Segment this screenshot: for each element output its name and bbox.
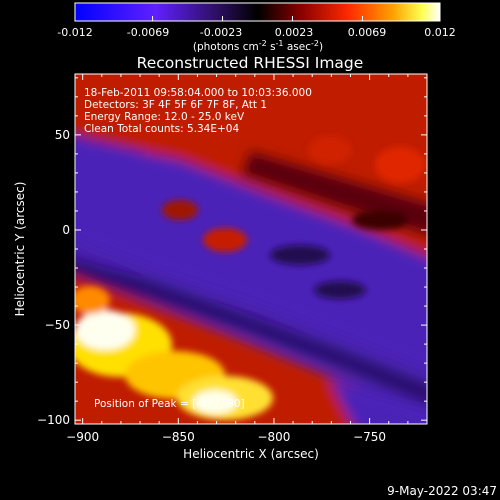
heatmap-bright-core <box>193 390 237 414</box>
info-line-energy: Energy Range: 12.0 - 25.0 keV <box>84 111 245 123</box>
chart-title: Reconstructed RHESSI Image <box>137 54 364 72</box>
info-block: 18-Feb-2011 09:58:04.000 to 10:03:36.000… <box>84 87 312 135</box>
colorbar-tick-label: -0.0023 <box>200 26 242 39</box>
info-line-counts: Clean Total counts: 5.34E+04 <box>84 123 239 135</box>
info-line-time: 18-Feb-2011 09:58:04.000 to 10:03:36.000 <box>84 87 312 99</box>
heatmap-violet-band-middle <box>75 138 427 370</box>
colorbar-ticks <box>74 16 441 21</box>
x-tick-label: −850 <box>162 430 195 444</box>
heatmap-image <box>75 74 427 424</box>
y-tick-label: 0 <box>62 223 70 237</box>
colorbar-tick-label: 0.0069 <box>348 26 387 39</box>
heatmap-red-blob <box>162 200 198 220</box>
colorbar-tick-label: -0.012 <box>57 26 92 39</box>
x-tick-label: −900 <box>66 430 99 444</box>
colorbar-gradient <box>74 2 441 22</box>
colorbar-tick-label: 0.0023 <box>275 26 314 39</box>
heatmap-dark-blob <box>314 281 366 299</box>
heatmap-bright-core <box>75 310 135 350</box>
colorbar-unit-label: (photons cm-2 s-1 asec-2) <box>193 39 323 53</box>
heatmap-red-blob <box>375 147 425 183</box>
x-axis-title: Heliocentric X (arcsec) <box>183 447 319 461</box>
y-axis: −100 −50 0 50 <box>37 77 427 427</box>
x-tick-label: −800 <box>257 430 290 444</box>
peak-position-label: Position of Peak = [-827,-90] <box>94 398 245 410</box>
y-tick-label: −100 <box>37 413 70 427</box>
heatmap-violet-bottom-right <box>330 380 427 424</box>
y-tick-label: −50 <box>45 318 70 332</box>
heatmap-dark-blob <box>270 245 330 265</box>
heatmap-red-blob <box>308 136 352 164</box>
x-tick-label: −750 <box>353 430 386 444</box>
colorbar-tick-labels: -0.012 -0.0069 -0.0023 0.0023 0.0069 0.0… <box>57 26 455 39</box>
heatmap-dark-blob <box>352 210 408 230</box>
colorbar-tick-label: -0.0069 <box>127 26 169 39</box>
colorbar-tick-label: 0.012 <box>424 26 456 39</box>
heatmap-orange-fringe <box>75 286 110 314</box>
y-tick-label: 50 <box>55 128 70 142</box>
info-line-detectors: Detectors: 3F 4F 5F 6F 7F 8F, Att 1 <box>84 99 267 111</box>
x-axis: −900 −850 −800 −750 <box>66 74 409 444</box>
heatmap-red-blob <box>203 228 247 252</box>
footer-date: 9-May-2022 03:47 <box>387 484 497 498</box>
heatmap-darkviolet-band <box>75 259 427 405</box>
y-axis-title: Heliocentric Y (arcsec) <box>13 182 27 317</box>
colorbar: -0.012 -0.0069 -0.0023 0.0023 0.0069 0.0… <box>57 2 456 53</box>
